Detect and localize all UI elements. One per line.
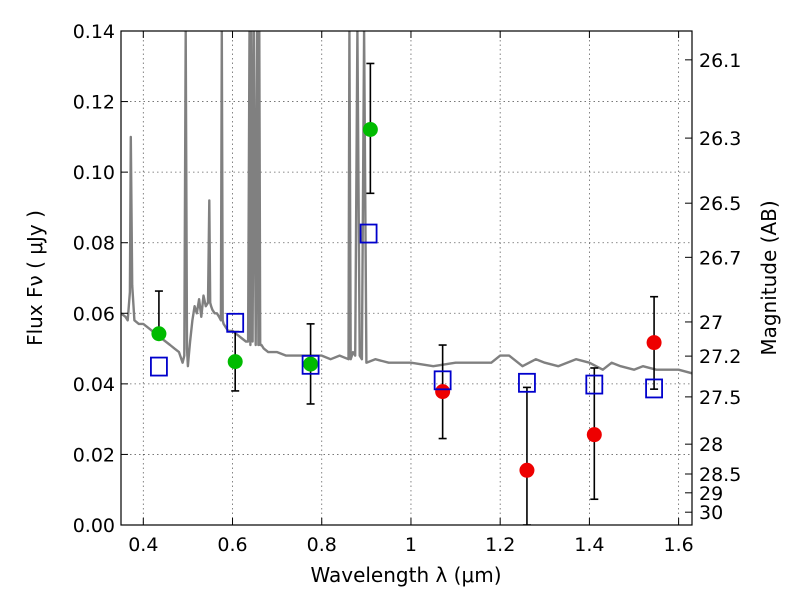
y-tick-label: 0.12	[73, 92, 115, 114]
x-tick-label: 0.4	[128, 534, 158, 556]
y2-tick-label: 26.5	[699, 193, 741, 215]
sed-layer	[121, 31, 692, 375]
x-tick-label: 1.4	[574, 534, 604, 556]
model-flux-square	[433, 370, 452, 391]
model-flux-square	[226, 312, 245, 333]
x-tick-label: 1.2	[485, 534, 515, 556]
x-tick-label: 0.6	[217, 534, 247, 556]
y-tick-label: 0.14	[73, 21, 115, 43]
y2-tick-label: 27.5	[699, 387, 741, 409]
y-tick-label: 0.00	[73, 515, 115, 537]
y2-tick-label: 26.7	[699, 247, 741, 269]
y2-axis-label: Magnitude (AB)	[757, 200, 781, 355]
grid-layer	[121, 30, 692, 526]
model-flux-square	[301, 354, 320, 375]
y-tick-label: 0.06	[73, 303, 115, 325]
green-data-point	[151, 326, 167, 342]
y2-tick-label: 26.3	[699, 128, 741, 150]
marker-layer	[150, 121, 663, 478]
y-axis-label: Flux Fν ( μJy )	[23, 210, 47, 346]
y2-tick-label: 27.2	[699, 346, 741, 368]
red-data-point	[586, 427, 602, 443]
green-data-point	[303, 356, 319, 372]
y-tick-label: 0.04	[73, 374, 115, 396]
red-data-point	[519, 462, 535, 478]
x-tick-label: 1	[405, 534, 417, 556]
model-flux-square	[518, 372, 536, 393]
red-data-point	[646, 335, 662, 351]
sed-model-line	[121, 31, 692, 375]
y2-tick-label: 28.5	[699, 464, 741, 486]
x-tick-label: 1.6	[664, 534, 694, 556]
model-flux-square	[585, 374, 604, 395]
y2-tick-label: 27	[699, 312, 723, 334]
y-tick-label: 0.08	[73, 233, 115, 255]
errorbar-layer	[154, 62, 659, 525]
x-axis-label: Wavelength λ (μm)	[310, 563, 501, 587]
axis-layer: 0.4 0.6 0.8 1 1.2 1.4 1.6 0.00 0.02 0.04 0.06 0.08 0…	[73, 21, 742, 556]
y2-tick-label: 26.1	[699, 50, 741, 72]
model-flux-square	[359, 223, 378, 244]
red-data-point	[435, 384, 451, 400]
x-tick-label: 0.8	[307, 534, 337, 556]
model-flux-square	[150, 356, 168, 377]
green-data-point	[227, 354, 243, 370]
y-tick-label: 0.02	[73, 444, 115, 466]
y2-tick-label: 29	[699, 483, 723, 505]
green-data-point	[362, 121, 378, 137]
plot-frame	[120, 30, 693, 526]
y2-tick-label: 28	[699, 434, 723, 456]
model-flux-square	[645, 378, 663, 399]
y-tick-label: 0.10	[73, 162, 115, 184]
y2-tick-label: 30	[699, 502, 723, 524]
